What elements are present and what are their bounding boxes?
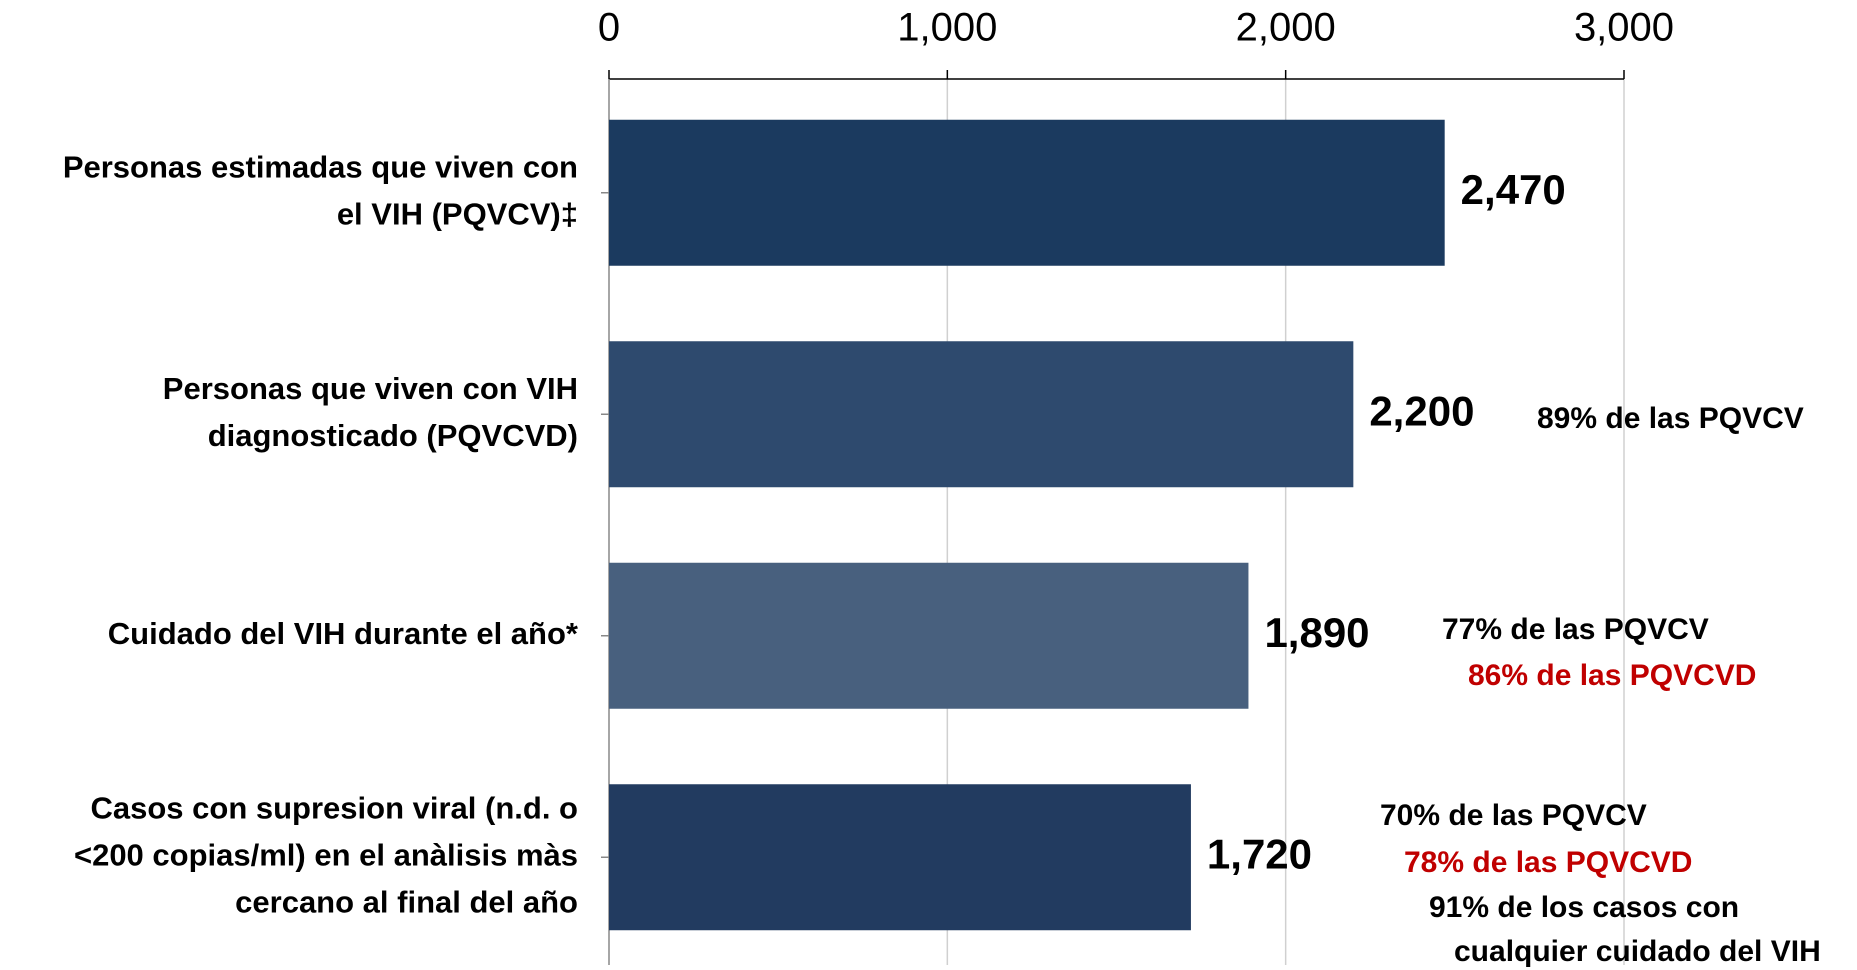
value-label: 2,470 (1461, 166, 1566, 213)
value-label: 1,890 (1264, 609, 1369, 656)
category-label: cercano al final del año (235, 884, 578, 919)
category-label: <200 copias/ml) en el anàlisis màs (74, 837, 578, 872)
x-tick-label: 1,000 (897, 6, 997, 50)
bar (609, 562, 1249, 709)
x-tick-label: 2,000 (1236, 6, 1336, 50)
annotation: 86% de las PQVCVD (1468, 659, 1756, 692)
bar (609, 119, 1445, 266)
annotation: cualquier cuidado del VIH (1454, 935, 1821, 968)
bar (609, 341, 1354, 488)
annotation: 70% de las PQVCV (1380, 799, 1647, 832)
category-label: Personas estimadas que viven con (63, 149, 578, 184)
annotation: 91% de los casos con (1429, 891, 1739, 924)
annotation: 78% de las PQVCVD (1404, 846, 1692, 879)
category-label: diagnosticado (PQVCVD) (208, 418, 578, 453)
category-label: Casos con supresion viral (n.d. o (91, 790, 579, 825)
annotation: 77% de las PQVCV (1442, 613, 1709, 646)
x-tick-label: 0 (598, 6, 620, 50)
category-label: el VIH (PQVCV)‡ (337, 196, 578, 231)
annotation: 89% de las PQVCV (1537, 402, 1804, 435)
value-label: 2,200 (1369, 387, 1474, 434)
category-label: Personas que viven con VIH (163, 371, 578, 406)
category-label: Cuidado del VIH durante el año* (108, 616, 579, 651)
x-tick-label: 3,000 (1574, 6, 1674, 50)
value-label: 1,720 (1207, 830, 1312, 877)
bar (609, 784, 1191, 931)
